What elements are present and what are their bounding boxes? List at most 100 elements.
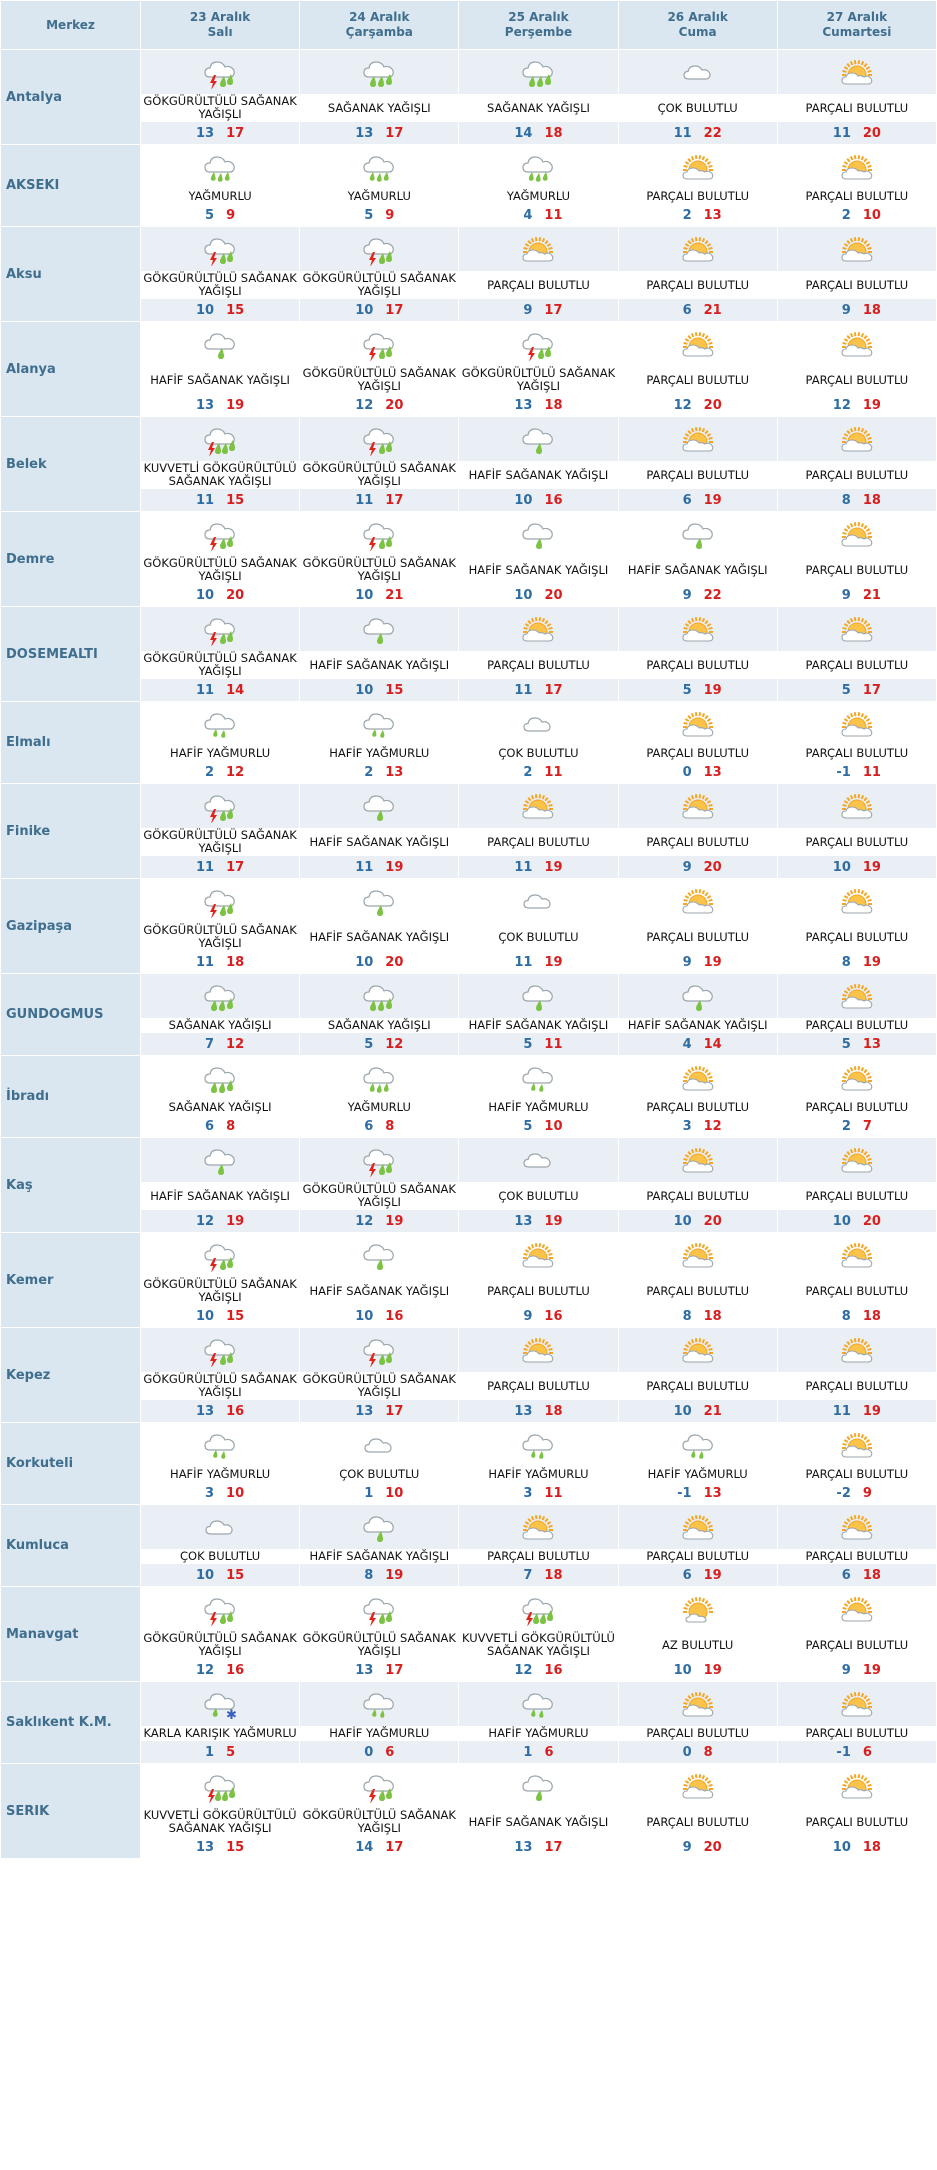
city-icon-row: Belek bbox=[0, 416, 937, 512]
condition-label: PARÇALI BULUTLU bbox=[617, 1277, 778, 1305]
condition-label: GÖKGÜRÜLTÜLÜ SAĞANAK YAĞIŞLI bbox=[458, 366, 619, 394]
condition-label: HAFİF SAĞANAK YAĞIŞLI bbox=[299, 1549, 460, 1564]
temperature-cell: 12 19 bbox=[299, 1209, 460, 1233]
condition-label: PARÇALI BULUTLU bbox=[617, 1100, 778, 1115]
forecast-icon-cell bbox=[139, 783, 301, 829]
forecast-icon-cell bbox=[299, 1681, 460, 1727]
forecast-icon-cell bbox=[458, 1137, 619, 1183]
forecast-icon-cell bbox=[458, 226, 619, 272]
max-temperature: 21 bbox=[862, 587, 881, 603]
max-temperature: 9 bbox=[385, 207, 395, 223]
forecast-icon-cell bbox=[299, 1504, 460, 1550]
rain-icon bbox=[202, 156, 238, 182]
min-temperature: 10 bbox=[355, 1308, 374, 1324]
condition-label: PARÇALI BULUTLU bbox=[458, 828, 619, 856]
min-temperature: 10 bbox=[514, 587, 533, 603]
condition-label: GÖKGÜRÜLTÜLÜ SAĞANAK YAĞIŞLI bbox=[299, 1372, 460, 1400]
forecast-icon-cell bbox=[617, 1681, 778, 1727]
forecast-icon-cell bbox=[617, 1586, 778, 1632]
forecast-icon-cell bbox=[299, 511, 460, 557]
min-temperature: 10 bbox=[196, 302, 215, 318]
min-temperature: 4 bbox=[523, 207, 533, 223]
condition-label: ÇOK BULUTLU bbox=[458, 1182, 619, 1210]
forecast-icon-cell bbox=[458, 1763, 619, 1809]
min-temperature: 10 bbox=[355, 302, 374, 318]
max-temperature: 21 bbox=[703, 1403, 722, 1419]
partly-cloudy-icon bbox=[839, 60, 875, 85]
condition-label: PARÇALI BULUTLU bbox=[776, 1808, 937, 1836]
temperature-cell: 9 16 bbox=[458, 1304, 619, 1328]
max-temperature: 10 bbox=[226, 1485, 245, 1501]
city-name: Alanya bbox=[0, 321, 141, 417]
temperature-cell: 13 18 bbox=[458, 1399, 619, 1423]
temperature-cell: 11 19 bbox=[458, 950, 619, 974]
max-temperature: 19 bbox=[544, 954, 563, 970]
city-condition-row: KUVVETLİ GÖKGÜRÜLTÜLÜ SAĞANAK YAĞIŞLI GÖK… bbox=[1, 461, 937, 489]
light-shower-icon bbox=[361, 1244, 397, 1270]
max-temperature: 12 bbox=[226, 1036, 245, 1052]
condition-label: PARÇALI BULUTLU bbox=[776, 1182, 937, 1210]
temperature-cell: 2 13 bbox=[299, 760, 460, 784]
forecast-icon-cell bbox=[299, 416, 460, 462]
condition-label: PARÇALI BULUTLU bbox=[776, 828, 937, 856]
max-temperature: 18 bbox=[862, 1308, 881, 1324]
forecast-icon-cell bbox=[617, 1763, 778, 1809]
heavy-thunder-shower-icon bbox=[520, 1598, 556, 1626]
max-temperature: 6 bbox=[385, 1744, 395, 1760]
heavy-shower-icon bbox=[361, 61, 397, 87]
min-temperature: 11 bbox=[355, 492, 374, 508]
max-temperature: 15 bbox=[226, 302, 245, 318]
condition-label: HAFİF SAĞANAK YAĞIŞLI bbox=[139, 1182, 301, 1210]
min-temperature: 3 bbox=[523, 1485, 533, 1501]
city-condition-row: SAĞANAK YAĞIŞLI SAĞANAK YAĞIŞLI HAFİF SAĞA… bbox=[1, 1018, 937, 1033]
forecast-icon-cell bbox=[299, 1327, 460, 1373]
forecast-body: Antalya GÖKGÜRÜLTÜLÜ SAĞANAK YAĞIŞLI SAĞAN… bbox=[0, 49, 937, 1859]
temperature-cell: 8 18 bbox=[776, 1304, 937, 1328]
min-temperature: -2 bbox=[836, 1485, 851, 1501]
partly-cloudy-icon bbox=[520, 1515, 556, 1540]
condition-label: PARÇALI BULUTLU bbox=[458, 1549, 619, 1564]
min-temperature: 13 bbox=[196, 1839, 215, 1855]
forecast-icon-cell bbox=[299, 1137, 460, 1183]
condition-label: PARÇALI BULUTLU bbox=[458, 1372, 619, 1400]
light-rain-icon bbox=[520, 1434, 556, 1459]
max-temperature: 8 bbox=[226, 1118, 236, 1134]
cloudy-icon bbox=[361, 1435, 397, 1454]
city-temperature-row: 11 14 10 15 11 17 5 19 5 17 bbox=[1, 678, 937, 702]
forecast-icon-cell bbox=[458, 973, 619, 1019]
forecast-icon-cell bbox=[776, 144, 937, 190]
temperature-cell: 10 16 bbox=[458, 488, 619, 512]
thunder-shower-icon bbox=[202, 618, 238, 646]
min-temperature: 13 bbox=[355, 1662, 374, 1678]
temperature-cell: 11 20 bbox=[776, 121, 937, 145]
condition-label: PARÇALI BULUTLU bbox=[776, 1100, 937, 1115]
forecast-table: Merkez 23 Aralık Salı 24 Aralık Çarşamba 2… bbox=[0, 0, 937, 1859]
city-condition-row: HAFİF YAĞMURLU HAFİF YAĞMURLU ÇOK BULUTLU P… bbox=[1, 746, 937, 761]
city-condition-row: KARLA KARIŞIK YAĞMURLU HAFİF YAĞMURLU HAFİ… bbox=[1, 1726, 937, 1741]
max-temperature: 21 bbox=[703, 302, 722, 318]
city-icon-row: İbradı bbox=[0, 1055, 937, 1138]
temperature-cell: 12 16 bbox=[139, 1658, 301, 1682]
city-icon-row: Gazipaşa bbox=[0, 878, 937, 974]
min-temperature: 1 bbox=[364, 1485, 374, 1501]
forecast-icon-cell bbox=[139, 973, 301, 1019]
city-name: AKSEKI bbox=[0, 144, 141, 227]
condition-label: GÖKGÜRÜLTÜLÜ SAĞANAK YAĞIŞLI bbox=[299, 461, 460, 489]
min-temperature: 9 bbox=[682, 587, 692, 603]
partly-cloudy-icon bbox=[520, 1243, 556, 1268]
temperature-cell: 13 17 bbox=[299, 1399, 460, 1423]
forecast-icon-cell bbox=[139, 511, 301, 557]
temperature-cell: 14 17 bbox=[299, 1835, 460, 1859]
min-temperature: 11 bbox=[673, 125, 692, 141]
temperature-cell: 10 18 bbox=[776, 1835, 937, 1859]
temperature-cell: 4 11 bbox=[458, 203, 619, 227]
heavy-thunder-shower-icon bbox=[202, 428, 238, 456]
city-name: Gazipaşa bbox=[0, 878, 141, 974]
mostly-sunny-icon bbox=[680, 1597, 716, 1623]
city-name: DOSEMEALTI bbox=[0, 606, 141, 702]
condition-label: ÇOK BULUTLU bbox=[458, 923, 619, 951]
thunder-shower-icon bbox=[202, 523, 238, 551]
temperature-cell: 8 19 bbox=[299, 1563, 460, 1587]
city-condition-row: YAĞMURLU YAĞMURLU YAĞMURLU PARÇALI BULUTLU P… bbox=[1, 189, 937, 204]
min-temperature: 10 bbox=[673, 1213, 692, 1229]
